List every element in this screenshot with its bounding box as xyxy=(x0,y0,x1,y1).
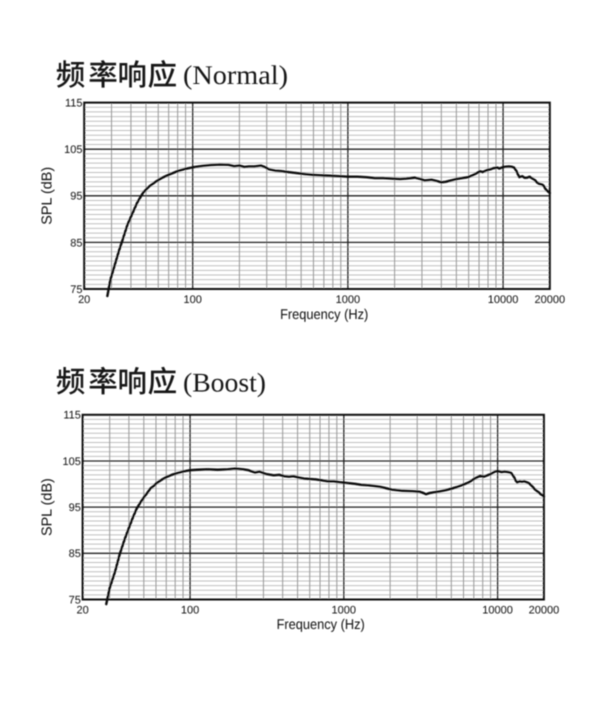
svg-text:85: 85 xyxy=(69,548,81,560)
svg-text:(Normal): (Normal) xyxy=(183,60,288,90)
svg-text:SPL (dB): SPL (dB) xyxy=(40,167,56,225)
svg-text:Frequency (Hz): Frequency (Hz) xyxy=(280,306,368,322)
svg-text:1000: 1000 xyxy=(336,294,360,306)
svg-text:105: 105 xyxy=(63,456,81,468)
svg-text:20: 20 xyxy=(76,605,88,617)
svg-text:115: 115 xyxy=(63,410,81,422)
svg-text:1000: 1000 xyxy=(332,605,356,617)
svg-text:SPL (dB): SPL (dB) xyxy=(40,478,56,536)
svg-text:100: 100 xyxy=(184,294,202,306)
svg-text:10000: 10000 xyxy=(488,294,519,306)
svg-text:95: 95 xyxy=(70,191,82,203)
svg-text:115: 115 xyxy=(65,98,83,110)
svg-text:75: 75 xyxy=(70,284,82,296)
svg-text:105: 105 xyxy=(64,144,82,156)
svg-text:20000: 20000 xyxy=(535,294,566,306)
svg-text:20000: 20000 xyxy=(529,605,560,617)
svg-text:10000: 10000 xyxy=(482,605,513,617)
svg-text:85: 85 xyxy=(70,237,82,249)
svg-text:20: 20 xyxy=(78,294,90,306)
svg-text:Frequency (Hz): Frequency (Hz) xyxy=(277,616,365,632)
svg-text:100: 100 xyxy=(181,605,199,617)
svg-text:75: 75 xyxy=(69,594,81,606)
svg-text:(Boost): (Boost) xyxy=(183,368,266,398)
svg-text:95: 95 xyxy=(69,502,81,514)
